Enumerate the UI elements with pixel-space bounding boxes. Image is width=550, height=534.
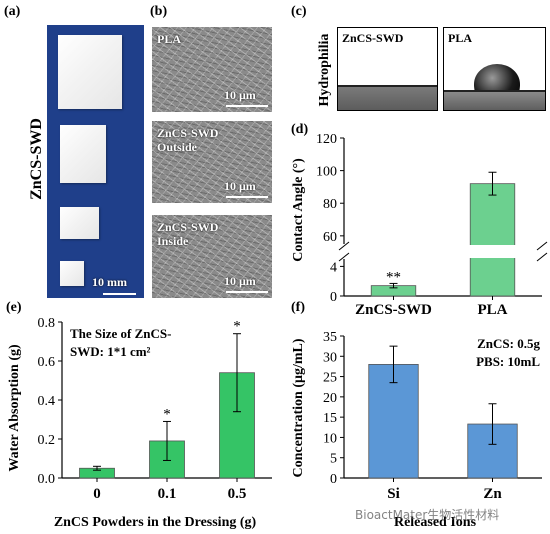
chart-f-y-tick-label: 5 xyxy=(330,452,337,467)
chart-f-y-tick-label: 30 xyxy=(323,350,337,365)
sem-image-title: ZnCS-SWD Inside xyxy=(157,220,219,248)
sem-scale-text: 10 μm xyxy=(224,274,256,288)
sem-image-outside: ZnCS-SWD Outside 10 μm xyxy=(152,121,272,203)
panel-b-label: (b) xyxy=(150,4,168,19)
chart-d-bar xyxy=(469,183,516,297)
chart-e-x-tick-label: 0.5 xyxy=(228,486,247,502)
chart-e: Water Absorption (g) ZnCS Powders in the… xyxy=(7,316,272,530)
chart-f-y-tick-label: 15 xyxy=(323,411,337,426)
chart-e-y-tick-label: 0.6 xyxy=(38,355,56,370)
contact-image-title: PLA xyxy=(448,31,472,45)
sem-scale-bar xyxy=(226,196,268,198)
chart-f-y-tick-label: 10 xyxy=(323,431,337,446)
chart-d-y-tick-label: 60 xyxy=(323,230,337,245)
chart-d-x-tick-label: PLA xyxy=(478,302,508,318)
chart-e-significance: * xyxy=(233,319,241,335)
chart-d-y-tick-label: 120 xyxy=(316,132,337,147)
watermark: BioactMater生物活性材料 xyxy=(355,508,500,522)
panel-a-scale-text: 10 mm xyxy=(92,275,127,289)
sem-image-title: PLA xyxy=(157,32,181,46)
chart-f-ylabel: Concentration (μg/mL) xyxy=(291,338,306,477)
chart-d-x-tick-label: ZnCS-SWD xyxy=(355,302,432,318)
chart-d-axis-break xyxy=(536,241,548,251)
sample-packet-tiny xyxy=(60,261,84,286)
panel-c-side-label: Hydrophilia xyxy=(317,33,332,107)
chart-e-xlabel: ZnCS Powders in the Dressing (g) xyxy=(54,515,257,530)
sem-scale-text: 10 μm xyxy=(224,88,256,102)
chart-f-y-tick-label: 35 xyxy=(323,330,337,345)
chart-d-y-tick-label: 0 xyxy=(330,290,337,305)
panel-a-side-label: ZnCS-SWD xyxy=(28,118,45,200)
panel-a-photo: 10 mm xyxy=(47,25,144,298)
chart-e-x-tick-label: 0.1 xyxy=(158,486,177,502)
chart-f-inset-line-2: PBS: 10mL xyxy=(476,354,540,369)
sem-image-pla: PLA 10 μm xyxy=(152,27,272,112)
contact-image-pla: PLA xyxy=(443,27,546,111)
sem-image-inside: ZnCS-SWD Inside 10 μm xyxy=(152,215,272,298)
chart-f-bar xyxy=(368,364,419,479)
chart-e-inset-line-1: The Size of ZnCS- xyxy=(70,326,171,341)
chart-e-inset-line-2: SWD: 1*1 cm² xyxy=(70,344,151,359)
sem-scale-text: 10 μm xyxy=(224,179,256,193)
panel-f-label: (f) xyxy=(291,300,305,315)
chart-d: Contact Angle (°) 60 80 100 120 0 4 ** ZnCS-SW… xyxy=(291,132,548,318)
chart-d-y-tick-label: 100 xyxy=(316,165,337,180)
chart-d-bar-break xyxy=(469,245,516,258)
chart-f-y-tick-label: 0 xyxy=(330,472,337,487)
chart-d-y-tick-label: 80 xyxy=(323,197,337,212)
sem-scale-bar xyxy=(226,105,268,107)
chart-d-axis-break xyxy=(536,252,548,262)
contact-image-zncs: ZnCS-SWD xyxy=(337,27,438,111)
chart-e-ylabel: Water Absorption (g) xyxy=(7,344,22,472)
chart-d-y-tick-label: 4 xyxy=(330,260,337,275)
chart-f: Concentration (μg/mL) Released Ions ZnCS… xyxy=(291,330,542,530)
panel-d-label: (d) xyxy=(291,122,309,137)
contact-image-title: ZnCS-SWD xyxy=(342,31,404,45)
panel-c-label: (c) xyxy=(291,4,307,19)
chart-f-xlabel: Released Ions xyxy=(394,515,477,530)
chart-d-axis-break xyxy=(338,241,350,251)
sample-packet-medium xyxy=(60,125,106,183)
sem-image-title: ZnCS-SWD Outside xyxy=(157,126,219,154)
panel-a-label: (a) xyxy=(4,4,21,19)
chart-f-x-tick-label: Zn xyxy=(483,486,502,502)
chart-f-x-tick-label: Si xyxy=(387,486,400,502)
sem-scale-bar xyxy=(226,291,268,293)
chart-d-ylabel: Contact Angle (°) xyxy=(291,158,306,262)
chart-e-x-tick-label: 0 xyxy=(93,486,101,502)
sample-packet-large xyxy=(58,35,122,109)
chart-e-y-tick-label: 0.8 xyxy=(38,316,56,331)
chart-f-inset-line-1: ZnCS: 0.5g xyxy=(477,336,540,351)
chart-e-y-tick-label: 0.0 xyxy=(38,472,56,487)
chart-e-y-tick-label: 0.4 xyxy=(38,394,56,409)
chart-d-significance: ** xyxy=(386,269,401,285)
panel-a-scale-bar xyxy=(103,293,136,295)
chart-e-y-tick-label: 0.2 xyxy=(38,433,56,448)
chart-f-y-tick-label: 25 xyxy=(323,371,337,386)
chart-e-significance: * xyxy=(163,406,171,422)
sample-packet-small xyxy=(60,207,99,239)
chart-d-axis-break xyxy=(338,252,350,262)
panel-e-label: (e) xyxy=(6,300,22,315)
chart-f-y-tick-label: 20 xyxy=(323,391,337,406)
